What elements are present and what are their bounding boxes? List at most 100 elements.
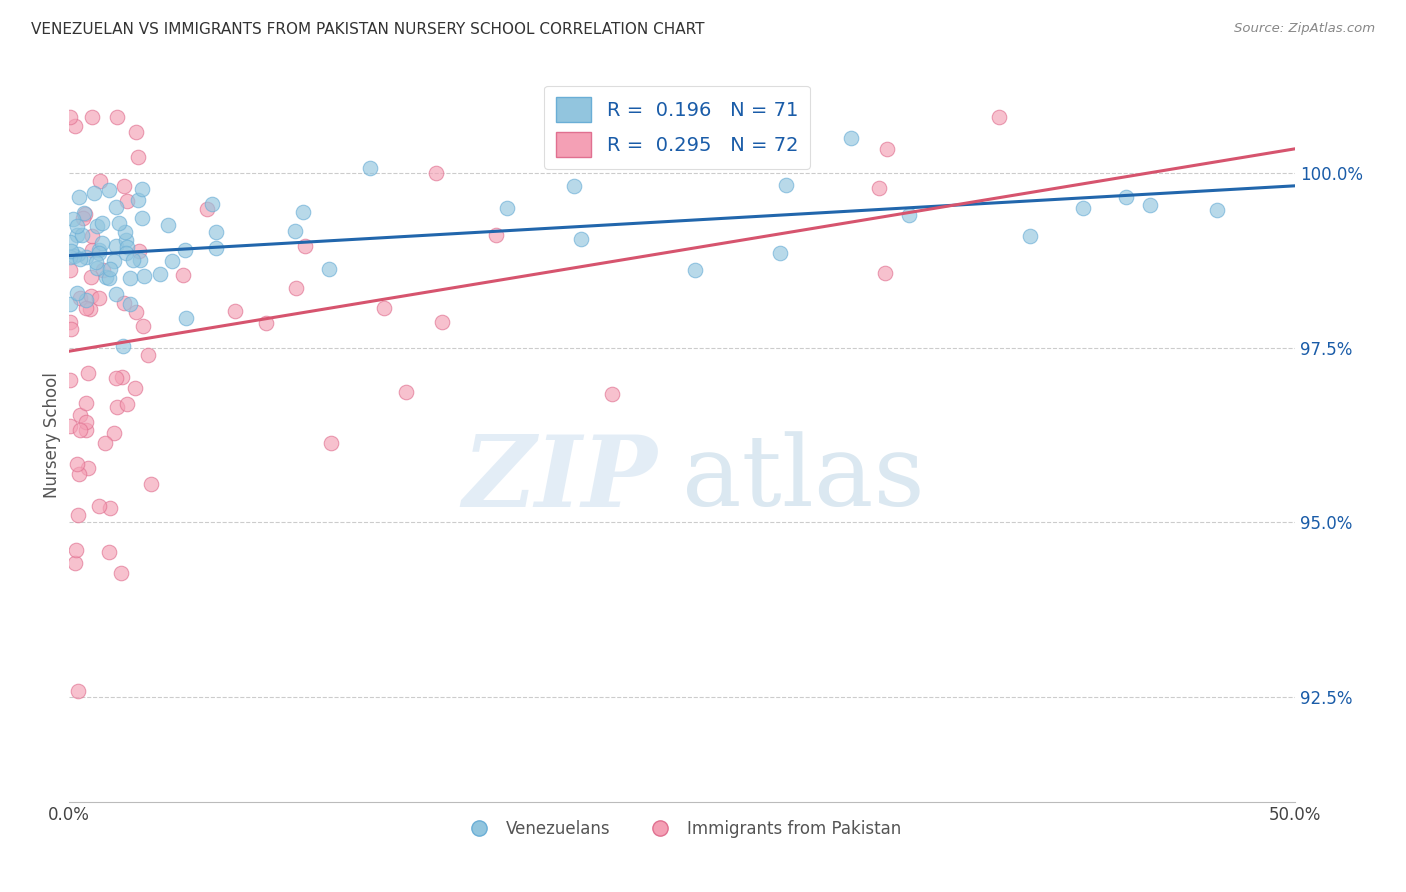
- Point: [75, 424, 97, 438]
- Point: [205, 225, 228, 239]
- Point: [131, 182, 153, 196]
- Point: [91, 263, 114, 277]
- Point: [66, 227, 89, 242]
- Point: [73, 206, 96, 220]
- Point: [876, 142, 898, 156]
- Point: [79, 301, 101, 316]
- Point: [98, 262, 121, 277]
- Point: [65, 543, 87, 558]
- Point: [173, 268, 195, 282]
- Point: [122, 252, 145, 267]
- Point: [683, 262, 706, 277]
- Point: [104, 200, 127, 214]
- Point: [84, 255, 107, 269]
- Point: [132, 319, 155, 334]
- Point: [112, 296, 135, 310]
- Point: [70, 227, 93, 242]
- Point: [115, 240, 138, 254]
- Point: [114, 233, 136, 247]
- Point: [124, 381, 146, 395]
- Point: [59, 111, 82, 125]
- Point: [873, 266, 896, 280]
- Point: [224, 304, 246, 318]
- Point: [160, 254, 183, 268]
- Point: [97, 544, 120, 558]
- Point: [1071, 202, 1094, 216]
- Point: [359, 161, 381, 175]
- Point: [112, 339, 135, 353]
- Point: [105, 401, 128, 415]
- Point: [485, 228, 508, 243]
- Point: [131, 211, 153, 225]
- Point: [60, 322, 83, 336]
- Text: ZIP: ZIP: [463, 431, 658, 527]
- Point: [73, 207, 96, 221]
- Point: [89, 174, 111, 188]
- Point: [93, 435, 115, 450]
- Point: [59, 373, 82, 387]
- Point: [839, 131, 862, 145]
- Point: [59, 250, 82, 264]
- Point: [67, 467, 90, 481]
- Point: [75, 301, 97, 315]
- Point: [395, 385, 418, 400]
- Point: [284, 223, 307, 237]
- Point: [59, 297, 82, 311]
- Point: [59, 235, 82, 250]
- Point: [201, 196, 224, 211]
- Point: [104, 239, 127, 253]
- Legend: Venezuelans, Immigrants from Pakistan: Venezuelans, Immigrants from Pakistan: [456, 814, 908, 845]
- Point: [69, 252, 91, 266]
- Text: VENEZUELAN VS IMMIGRANTS FROM PAKISTAN NURSERY SCHOOL CORRELATION CHART: VENEZUELAN VS IMMIGRANTS FROM PAKISTAN N…: [31, 22, 704, 37]
- Point: [59, 315, 82, 329]
- Point: [91, 216, 114, 230]
- Y-axis label: Nursery School: Nursery School: [44, 372, 60, 498]
- Point: [112, 179, 135, 194]
- Point: [769, 246, 792, 260]
- Point: [127, 193, 149, 207]
- Point: [291, 205, 314, 219]
- Point: [103, 425, 125, 440]
- Point: [115, 397, 138, 411]
- Point: [80, 270, 103, 285]
- Point: [136, 348, 159, 362]
- Point: [1139, 198, 1161, 212]
- Point: [98, 501, 121, 516]
- Point: [62, 249, 84, 263]
- Point: [75, 396, 97, 410]
- Point: [174, 311, 197, 326]
- Point: [75, 250, 97, 264]
- Point: [205, 241, 228, 255]
- Point: [77, 366, 100, 380]
- Point: [254, 316, 277, 330]
- Point: [195, 202, 218, 217]
- Point: [59, 418, 82, 433]
- Point: [86, 261, 108, 276]
- Point: [319, 436, 342, 450]
- Point: [69, 423, 91, 437]
- Point: [80, 111, 103, 125]
- Point: [775, 178, 797, 192]
- Point: [86, 219, 108, 233]
- Point: [118, 297, 141, 311]
- Point: [89, 246, 111, 260]
- Point: [80, 289, 103, 303]
- Point: [66, 219, 89, 233]
- Point: [66, 684, 89, 698]
- Point: [107, 216, 129, 230]
- Point: [562, 179, 585, 194]
- Point: [90, 235, 112, 250]
- Point: [67, 508, 90, 523]
- Point: [425, 166, 447, 180]
- Point: [66, 285, 89, 300]
- Point: [87, 244, 110, 258]
- Point: [110, 370, 132, 384]
- Point: [114, 225, 136, 239]
- Point: [868, 181, 890, 195]
- Point: [63, 120, 86, 134]
- Point: [83, 186, 105, 200]
- Point: [432, 315, 454, 329]
- Point: [87, 291, 110, 305]
- Point: [69, 408, 91, 422]
- Point: [82, 229, 104, 244]
